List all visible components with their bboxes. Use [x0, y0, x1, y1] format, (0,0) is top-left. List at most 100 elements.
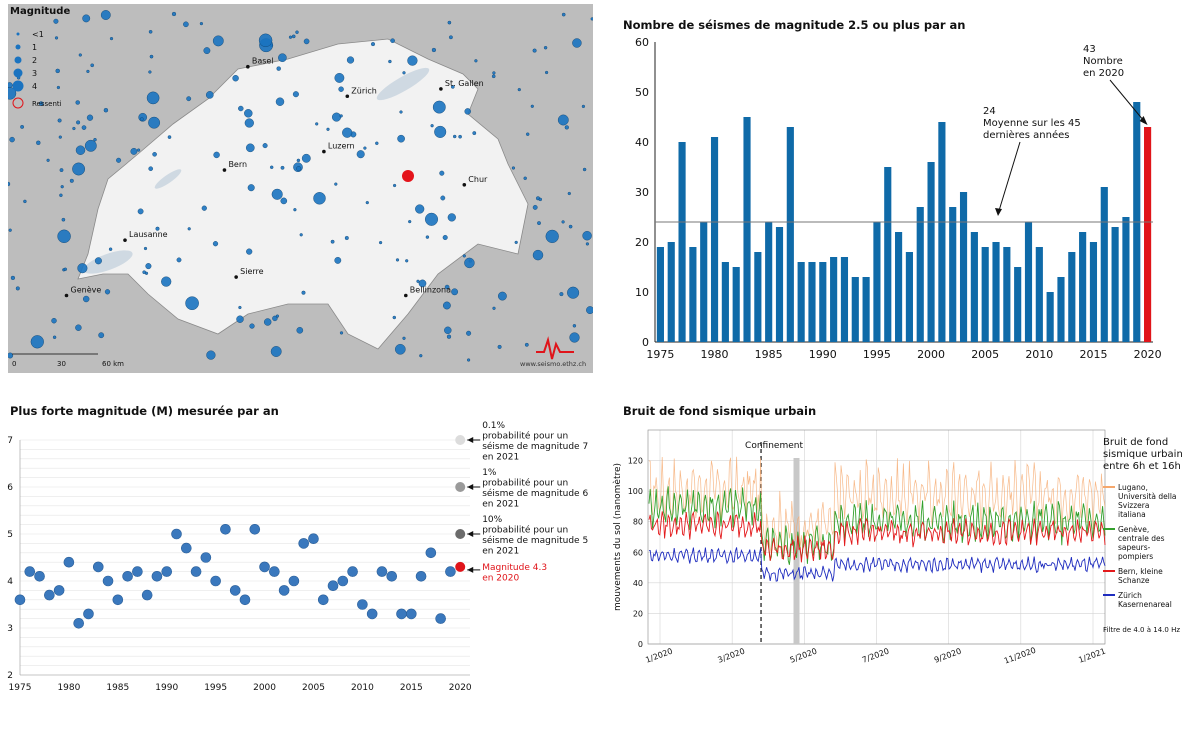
seismic-event-marker	[103, 107, 109, 113]
x-tick-label: 1990	[809, 348, 837, 361]
probability-label: en 2021	[482, 500, 519, 510]
y-tick-label: 60	[635, 36, 649, 49]
filter-note: Filtre de 4.0 à 14.0 Hz	[1103, 626, 1180, 634]
seismic-event-marker	[356, 150, 365, 159]
seismic-event-marker	[280, 165, 285, 170]
bar	[1046, 292, 1054, 342]
seismic-event-marker	[590, 17, 593, 21]
seismic-event-marker	[171, 11, 177, 17]
seismic-event-marker	[75, 324, 82, 331]
seismic-event-marker	[78, 53, 82, 57]
probability-label: probabilité pour un	[482, 431, 568, 442]
seismic-event-marker	[408, 220, 412, 224]
scale-label: 30	[57, 360, 66, 368]
seismic-event-marker	[72, 162, 86, 176]
city-marker	[64, 293, 69, 298]
noise-legend-label: centrale des	[1118, 534, 1165, 543]
seismic-event-marker	[146, 91, 160, 105]
seismic-event-marker	[81, 125, 87, 130]
seismic-event-marker	[342, 127, 353, 138]
seismic-event-marker	[238, 105, 244, 112]
seismic-event-marker	[491, 74, 496, 79]
seismic-event-marker	[472, 131, 477, 136]
probability-arrowhead	[467, 531, 474, 537]
seismic-event-marker	[561, 220, 565, 224]
x-tick-label: 1/2020	[644, 647, 674, 665]
lake-geneva	[83, 250, 133, 274]
magnitude-point	[347, 566, 358, 577]
city-label: St. Gallen	[445, 79, 484, 88]
seismic-event-marker	[108, 247, 113, 251]
seismic-event-marker	[467, 358, 471, 362]
probability-label: séisme de magnitude 5	[482, 535, 588, 546]
seismic-event-marker	[315, 122, 319, 126]
legend-magnitude-symbol	[16, 32, 20, 36]
magnitude-point	[83, 608, 94, 620]
seismic-event-marker	[444, 326, 452, 334]
bar	[938, 122, 946, 342]
seismic-event-marker	[567, 286, 580, 299]
seismic-event-marker	[419, 354, 423, 358]
seismic-event-marker	[270, 165, 274, 170]
x-tick-label: 1980	[57, 683, 80, 693]
city-marker	[234, 275, 238, 279]
y-axis-label: mouvements du sol (nanomètre)	[612, 463, 623, 611]
magnitude-point	[406, 608, 417, 620]
city-marker	[404, 293, 408, 298]
seismic-event-marker	[394, 343, 406, 355]
seismic-event-marker	[344, 235, 349, 240]
bar	[1079, 232, 1087, 342]
bar-chart-title: Nombre de séismes de magnitude 2.5 ou pl…	[623, 18, 966, 32]
seismic-event-marker	[104, 289, 111, 295]
seismic-event-marker	[395, 258, 400, 262]
seismic-event-marker	[299, 233, 303, 237]
seismic-event-marker	[557, 114, 569, 126]
seismic-event-marker	[176, 257, 182, 263]
seismic-event-marker	[442, 234, 448, 240]
seismic-event-marker	[397, 134, 405, 143]
seismic-event-marker	[393, 183, 397, 188]
magnitude-point	[269, 566, 280, 577]
seismic-event-marker	[148, 29, 153, 34]
seismic-event-marker	[54, 36, 59, 40]
seismic-event-marker	[185, 296, 199, 311]
seismic-event-marker	[270, 346, 282, 357]
probability-marker	[455, 482, 466, 492]
seismic-event-marker	[451, 288, 458, 296]
legend-felt-label: Ressenti	[32, 100, 62, 108]
city-marker	[439, 87, 443, 91]
bar	[710, 137, 719, 342]
seismic-event-marker	[167, 135, 172, 139]
magnitude-point	[278, 585, 290, 596]
seismic-event-marker	[567, 191, 571, 196]
bar	[981, 247, 989, 342]
magnitude-point	[435, 613, 446, 624]
seismic-event-marker	[155, 226, 160, 231]
magnitude-point	[259, 561, 270, 573]
seismic-event-marker	[450, 85, 455, 89]
seismic-event-marker	[581, 104, 585, 108]
x-tick-label: 1995	[204, 683, 227, 693]
seismic-event-marker	[425, 235, 430, 239]
confinement-label: Confinement	[745, 441, 803, 451]
seismic-event-marker	[238, 305, 242, 310]
bar	[775, 227, 784, 342]
seismic-event-marker	[464, 108, 471, 115]
bar	[754, 252, 762, 342]
legend-magnitude-symbol	[13, 68, 23, 78]
seismic-event-marker	[8, 82, 13, 88]
magnitude-point	[445, 566, 456, 577]
x-tick-label: 9/2020	[933, 647, 963, 665]
seismic-event-marker	[585, 242, 589, 246]
seismic-event-marker	[545, 229, 559, 244]
seismic-event-marker	[57, 118, 62, 123]
bar	[1111, 227, 1119, 342]
seismic-event-marker	[183, 21, 189, 28]
seismic-event-marker	[203, 47, 211, 54]
seismic-event-marker	[8, 352, 14, 359]
city-marker	[462, 183, 467, 187]
seismic-event-marker	[272, 315, 278, 322]
noise-legend-label: Kasernenareal	[1118, 600, 1172, 609]
probability-label: probabilité pour un	[482, 478, 568, 489]
bar	[840, 257, 849, 342]
